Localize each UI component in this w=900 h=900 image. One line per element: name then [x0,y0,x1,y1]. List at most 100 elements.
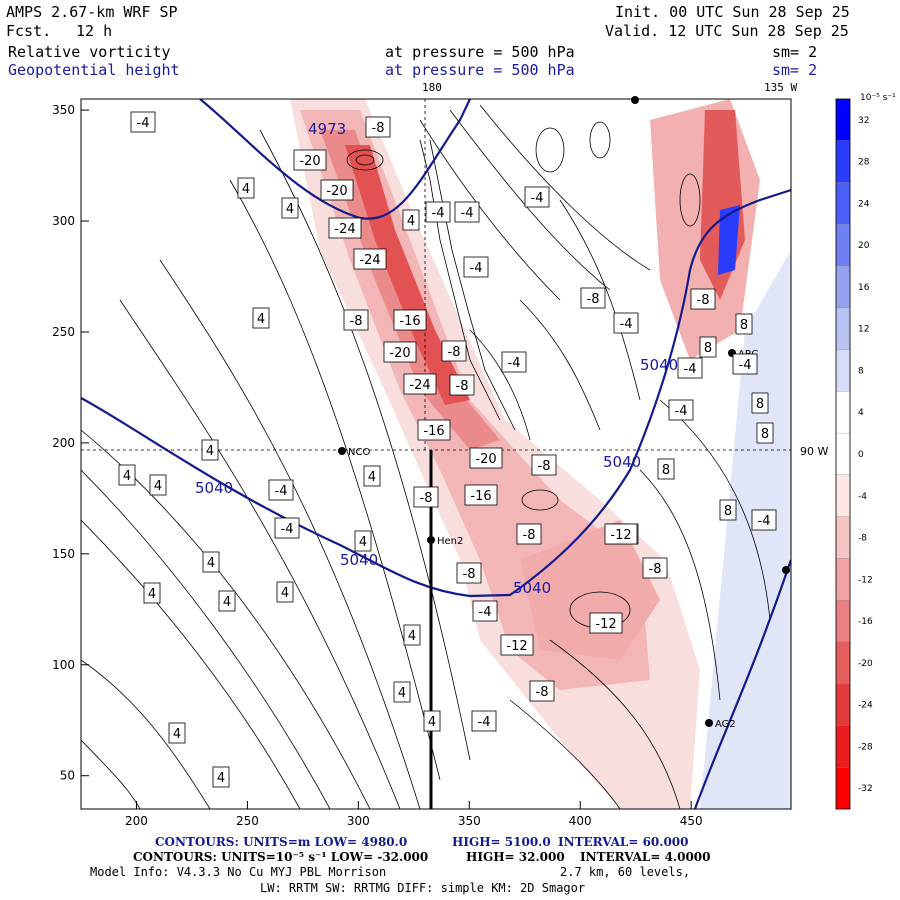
station-nco-label: NCO [348,447,370,458]
lat-label-90w: 90 W [800,445,828,458]
vorticity-label-box [413,486,439,508]
vorticity-label-box [276,581,294,603]
x-tick-label: 300 [347,814,370,828]
vorticity-label: -16 [423,424,444,439]
station-north-marker [631,96,639,104]
vorticity-label: 4 [281,586,289,601]
colorbar-label: -8 [858,534,867,544]
height-label: 5040 [513,579,551,597]
vorticity-label-box [130,111,156,133]
vorticity-label: -8 [697,293,710,308]
vorticity-label-box [471,710,497,732]
forecast-label: Fcst. [6,22,52,40]
y-tick-label: 350 [52,103,75,117]
vorticity-label: -4 [432,206,445,221]
footer-height-high: HIGH= 5100.0 [452,835,551,849]
vorticity-label-box [441,340,467,362]
height-label: 5040 [195,479,233,497]
vorticity-label-box [735,313,753,335]
vorticity-label-box [393,681,411,703]
vorticity-label-box [118,464,136,486]
plot-frame [80,98,792,810]
colorbar-label: 28 [858,158,870,168]
vorticity-label: 4 [407,214,415,229]
height-label: 5040 [603,453,641,471]
vorticity-label: 8 [662,463,670,478]
vorticity-label-box [403,624,421,646]
colorbar-label: 32 [858,116,869,126]
colorbar: 32 28 24 20 16 12 8 4 0 -4 -8 -12 -16 -20 -24 -28 -32 [835,98,873,810]
vorticity-label: -20 [475,452,496,467]
vorticity-label: 8 [740,318,748,333]
vorticity-label: 4 [217,771,225,786]
colorbar-label: -20 [858,659,873,669]
colorbar-swatch [835,600,851,643]
vorticity-label-box [328,217,362,239]
vorticity-label-box [425,201,451,223]
vorticity-label: 8 [704,341,712,356]
vorticity-label-box [168,722,186,744]
x-tick-label: 250 [236,814,259,828]
colorbar-label: 24 [858,199,870,209]
vorticity-label: -4 [275,484,288,499]
colorbar-swatch [835,140,851,183]
vorticity-label: -12 [506,639,527,654]
footer-height-interval: INTERVAL= 60.000 [558,835,689,849]
vorticity-label-box [456,562,482,584]
footer-vort-high: HIGH= 32.000 [466,850,565,864]
vorticity-label-box [201,439,219,461]
vorticity-label: -20 [299,154,320,169]
vorticity-label: -16 [399,314,420,329]
vorticity-label: 4 [223,595,231,610]
vorticity-label: -20 [389,346,410,361]
vorticity-label-box [402,209,420,231]
footer-vort-contours: CONTOURS: UNITS=10⁻⁵ s⁻¹ LOW= -32.000 [133,850,429,864]
height-label: 4973 [308,120,346,138]
colorbar-swatch [835,224,851,267]
y-tick-label: 300 [52,214,75,228]
vorticity-label-box [343,309,369,331]
vorticity-label: -8 [536,685,549,700]
vorticity-label-box [268,479,294,501]
vorticity-label: -8 [649,562,662,577]
vorticity-label: -8 [372,121,385,136]
footer-physics: LW: RRTM SW: RRTMG DIFF: simple KM: 2D S… [260,881,586,895]
station-hen2-marker [427,536,435,544]
vorticity-label: -4 [461,206,474,221]
lon-label-180: 180 [422,81,442,94]
vorticity-label: 8 [724,504,732,519]
vorticity-label: 4 [398,686,406,701]
vorticity-label: -12 [610,528,631,543]
station-markers [338,96,790,727]
vorticity-label-box [699,336,717,358]
vorticity-label: -4 [470,261,483,276]
vorticity-label-box [732,353,758,375]
colorbar-label: -16 [858,617,873,627]
axes: 200 250 300 350 400 450 350 300 250 200 150 100 50 [52,103,703,828]
vorticity-label-box [604,523,638,545]
vorticity-label-box [500,634,534,656]
vorticity-label-box [501,351,527,373]
station-ag2-label: AG2 [715,719,736,730]
footer-height-contours: CONTOURS: UNITS=m LOW= 4980.0 [155,835,408,849]
y-tick-label: 150 [52,547,75,561]
vorticity-label: -4 [479,605,492,620]
colorbar-swatch [835,182,851,225]
y-tick-label: 200 [52,436,75,450]
field1-name: Relative vorticity [8,43,171,61]
vorticity-label: -8 [463,567,476,582]
vorticity-label: -24 [409,378,430,393]
colorbar-swatch [835,516,851,559]
vorticity-label: -4 [675,404,688,419]
footer-model-info: Model Info: V4.3.3 No Cu MYJ PBL Morriso… [90,865,387,879]
colorbar-label: -4 [858,492,867,502]
vorticity-label: 4 [154,479,162,494]
field2-name: Geopotential height [8,61,180,79]
vorticity-label-box [237,177,255,199]
y-tick-label: 250 [52,325,75,339]
vorticity-label-box [252,307,270,329]
vorticity-label-box [657,458,675,480]
colorbar-unit: 10⁻⁵ s⁻¹ [860,93,896,103]
vorticity-label: -4 [531,191,544,206]
vorticity-label-box [516,523,542,545]
